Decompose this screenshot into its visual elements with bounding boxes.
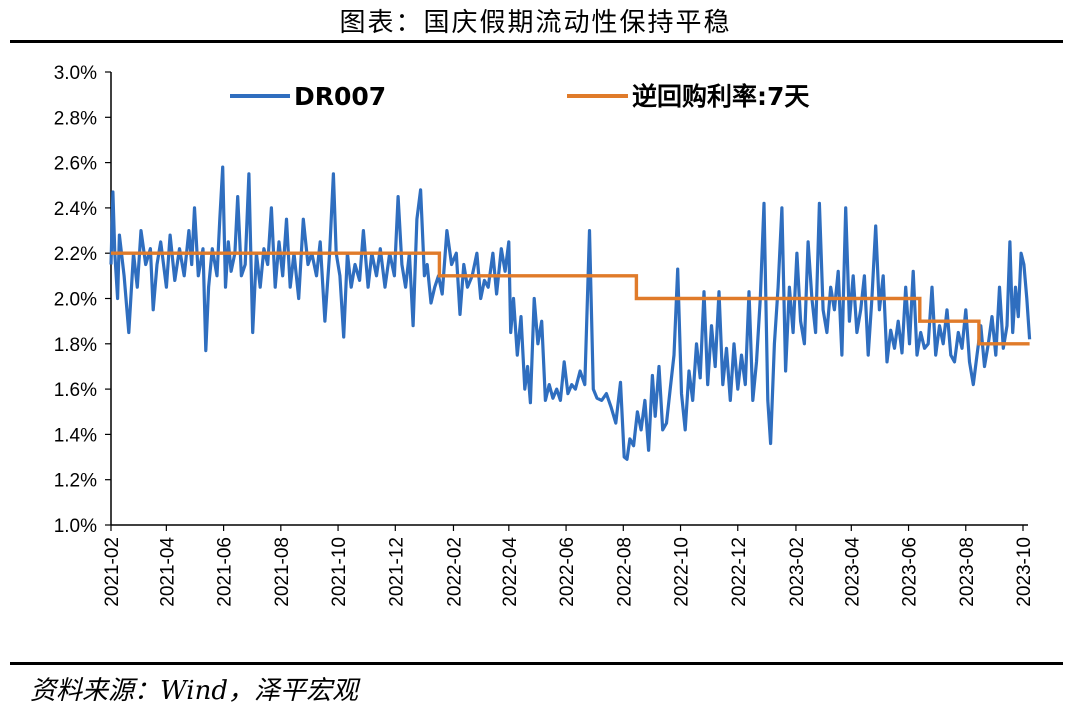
y-tick-label: 3.0% xyxy=(54,63,97,84)
y-tick-label: 2.8% xyxy=(54,108,97,129)
y-tick-label: 1.4% xyxy=(54,425,97,446)
chart-series xyxy=(109,165,1032,461)
x-tick-label: 2021-02 xyxy=(102,537,123,607)
x-tick-label: 2022-02 xyxy=(444,537,465,607)
x-tick-label: 2023-10 xyxy=(1014,537,1035,607)
line-chart: 3.0% 2.8% 2.6% 2.4% 2.2% 2.0% 1.8% 1.6% 1.4% 1.2%… xyxy=(54,63,1035,607)
x-tick-label: 2021-04 xyxy=(157,537,178,607)
bottom-divider xyxy=(10,662,1063,665)
source-note: 资料来源：Wind，泽平宏观 xyxy=(30,676,358,706)
y-tick-label: 1.8% xyxy=(54,335,97,356)
chart-legend: DR007 逆回购利率:7天 xyxy=(230,82,809,111)
x-tick-label: 2023-04 xyxy=(842,537,863,607)
x-tick-label: 2021-06 xyxy=(215,537,236,607)
top-divider xyxy=(10,40,1063,43)
x-tick-label: 2021-12 xyxy=(386,537,407,607)
x-tick-label: 2022-04 xyxy=(500,537,521,607)
y-tick-label: 2.6% xyxy=(54,154,97,175)
x-tick-label: 2021-08 xyxy=(272,537,293,607)
x-tick-label: 2022-12 xyxy=(729,537,750,607)
page-title: 图表：国庆假期流动性保持平稳 xyxy=(339,8,732,38)
chart-axes: 3.0% 2.8% 2.6% 2.4% 2.2% 2.0% 1.8% 1.6% 1.4% 1.2%… xyxy=(54,63,1035,607)
x-tick-label: 2022-10 xyxy=(672,537,693,607)
y-tick-label: 1.0% xyxy=(54,516,97,537)
x-tick-label: 2023-06 xyxy=(900,537,921,607)
y-tick-label: 1.6% xyxy=(54,380,97,401)
y-tick-label: 2.2% xyxy=(54,244,97,265)
x-tick-label: 2022-08 xyxy=(614,537,635,607)
y-tick-label: 2.4% xyxy=(54,199,97,220)
y-tick-label: 1.2% xyxy=(54,471,97,492)
series-line-dr007 xyxy=(109,165,1032,461)
x-tick-label: 2022-06 xyxy=(557,537,578,607)
x-tick-label: 2023-02 xyxy=(787,537,808,607)
x-tick-label: 2023-08 xyxy=(957,537,978,607)
legend-label-dr007: DR007 xyxy=(294,82,386,111)
legend-label-reverse-repo: 逆回购利率:7天 xyxy=(632,82,809,111)
x-tick-label: 2021-10 xyxy=(329,537,350,607)
series-line-reverse-repo xyxy=(111,251,1030,346)
y-tick-label: 2.0% xyxy=(54,290,97,311)
